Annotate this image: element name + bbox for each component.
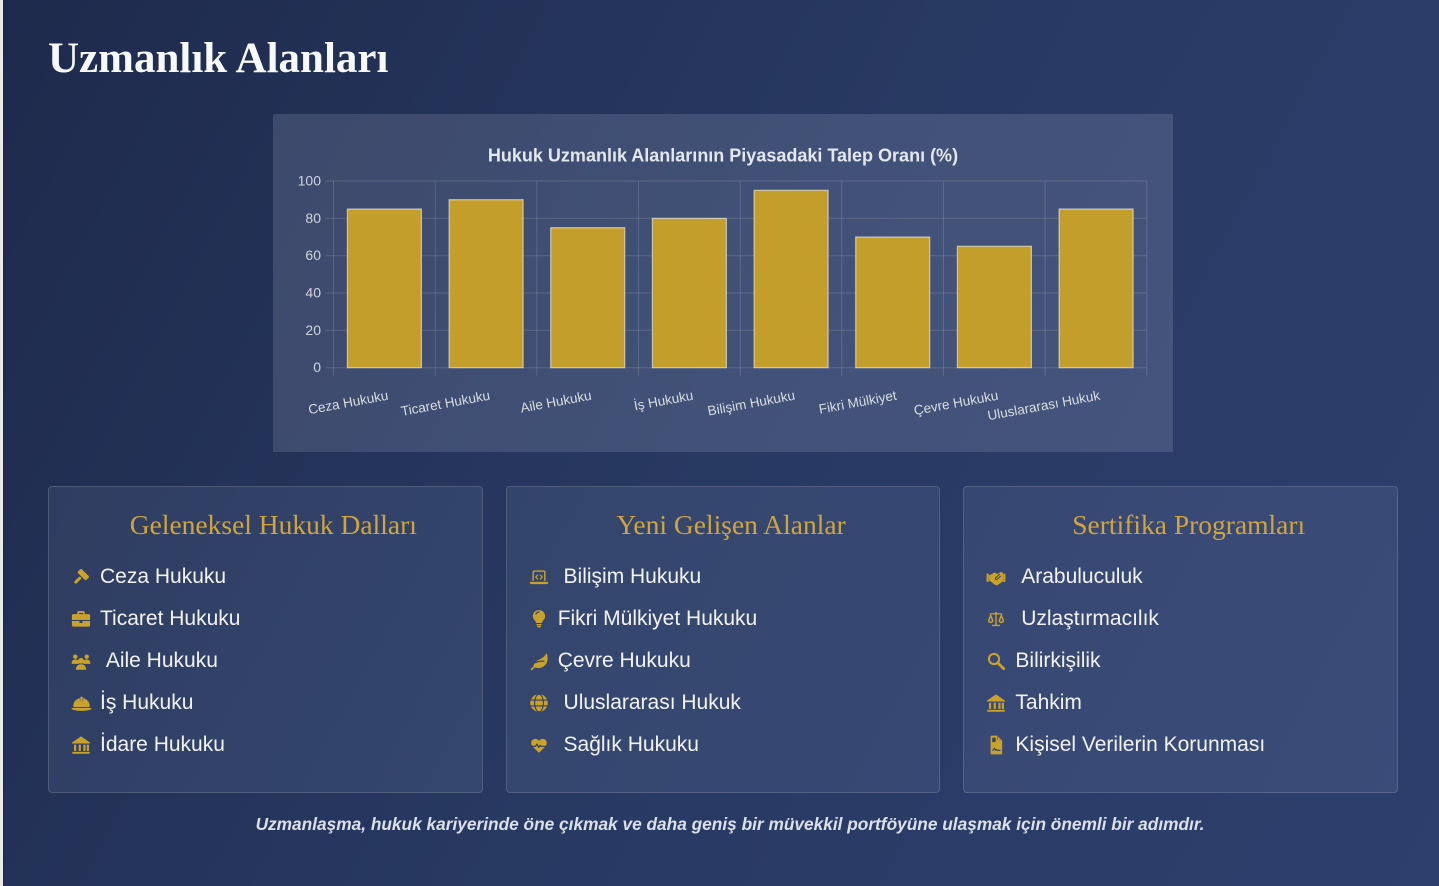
svg-text:Aile Hukuku: Aile Hukuku	[519, 388, 593, 416]
svg-text:100: 100	[298, 173, 322, 189]
svg-text:80: 80	[305, 210, 321, 226]
svg-text:Ticaret Hukuku: Ticaret Hukuku	[400, 388, 492, 419]
svg-text:Hukuk Uzmanlık Alanlarının Piy: Hukuk Uzmanlık Alanlarının Piyasadaki Ta…	[488, 146, 958, 166]
svg-text:Uluslararası Hukuk: Uluslararası Hukuk	[986, 388, 1101, 424]
svg-text:0: 0	[313, 359, 321, 375]
svg-text:Fikri Mülkiyet: Fikri Mülkiyet	[818, 388, 898, 417]
svg-text:İş Hukuku: İş Hukuku	[633, 388, 695, 414]
svg-text:20: 20	[305, 322, 321, 338]
svg-text:Ceza Hukuku: Ceza Hukuku	[307, 388, 389, 418]
svg-text:Bilişim Hukuku: Bilişim Hukuku	[706, 388, 796, 419]
svg-text:40: 40	[305, 285, 321, 301]
svg-text:60: 60	[305, 247, 321, 263]
